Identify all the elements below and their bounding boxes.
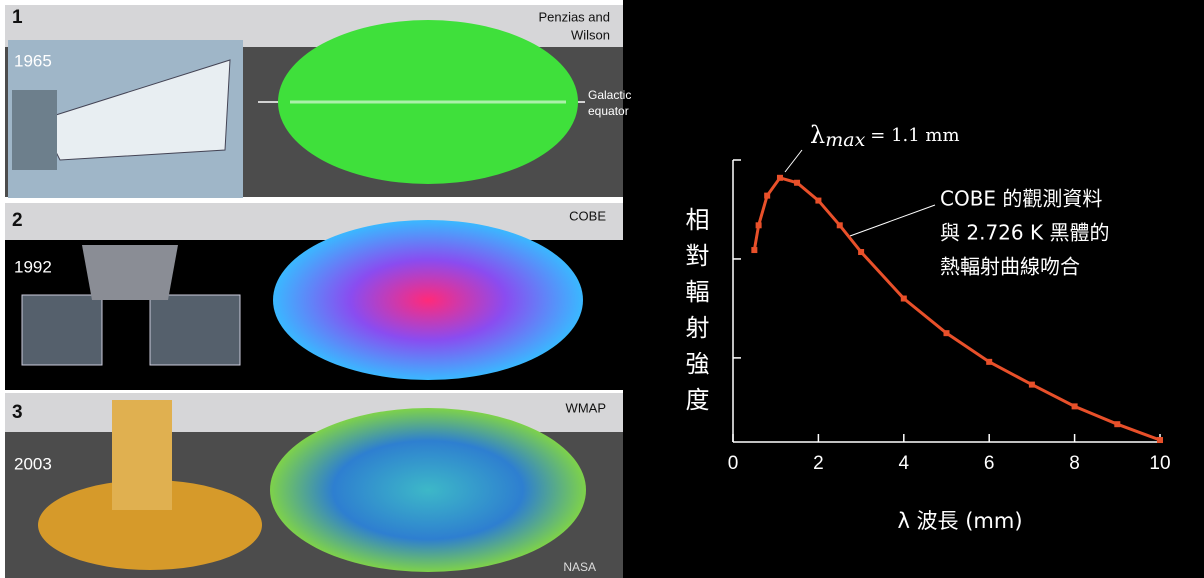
figure: 1 1965 Penzias and Wilson Galactic equat… (0, 0, 1204, 578)
data-point (751, 247, 757, 253)
x-tick-label: 10 (1149, 453, 1170, 474)
annotation: 熱輻射曲線吻合 (940, 255, 1080, 279)
panel-number: 3 (12, 402, 23, 423)
annotation: COBE 的觀測資料 (940, 187, 1102, 211)
chart-background (623, 0, 1204, 578)
annotation-text: = 1.1 mm (870, 125, 959, 146)
data-point (1029, 382, 1035, 388)
panel-header (5, 393, 623, 432)
data-point (944, 330, 950, 336)
x-tick-label: 6 (984, 453, 995, 474)
data-point (1114, 421, 1120, 427)
data-point (1072, 403, 1078, 409)
x-tick-label: 2 (813, 453, 824, 474)
panel-year: 1992 (14, 257, 52, 276)
data-point (764, 193, 770, 199)
data-point (858, 249, 864, 255)
data-point (901, 296, 907, 302)
sky-map (273, 220, 583, 380)
panel-year: 2003 (14, 454, 52, 473)
sky-map (270, 408, 586, 572)
panel-number: 2 (12, 210, 23, 231)
data-point (1157, 437, 1163, 443)
panel-title: WMAP (566, 400, 606, 415)
credit: NASA (563, 560, 596, 574)
data-point (794, 180, 800, 186)
annotation-symbol: λ (810, 121, 825, 149)
panel-number: 1 (12, 7, 23, 28)
x-axis-label: λ 波長 (mm) (897, 509, 1022, 533)
data-point (986, 359, 992, 365)
panel-year: 1965 (14, 51, 52, 70)
x-tick-label: 0 (728, 453, 739, 474)
solar-panel (150, 295, 240, 365)
annotation: 與 2.726 K 黑體的 (940, 221, 1109, 245)
antenna-hut (12, 90, 57, 170)
data-point (756, 222, 762, 228)
data-point (837, 222, 843, 228)
y-axis-label: 相對輻射強度 (681, 207, 709, 423)
x-tick-label: 4 (899, 453, 910, 474)
satellite-body (82, 245, 178, 300)
panel-title: Penzias and (538, 9, 610, 24)
map-note: equator (588, 104, 629, 118)
panel-3: 3 2003 WMAP NASA (5, 393, 623, 578)
annotation-subscript: max (825, 129, 865, 151)
panel-2: 2 1992 COBE (5, 203, 623, 390)
panel-title: COBE (569, 208, 606, 223)
data-point (815, 198, 821, 204)
data-point (777, 175, 783, 181)
x-tick-label: 8 (1069, 453, 1080, 474)
panel-1: 1 1965 Penzias and Wilson Galactic equat… (5, 5, 631, 198)
panel-header (5, 203, 623, 240)
solar-panel (22, 295, 102, 365)
map-note: Galactic (588, 88, 631, 102)
satellite-body (112, 400, 172, 510)
panel-title: Wilson (571, 27, 610, 42)
